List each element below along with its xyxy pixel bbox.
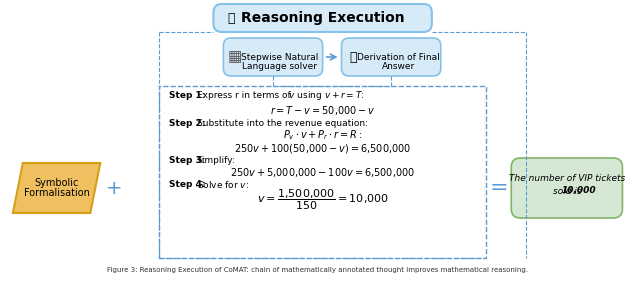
Text: +: + — [106, 179, 122, 197]
Text: $v$: $v$ — [288, 91, 295, 99]
Text: $P_v \cdot v + P_r \cdot r = R:$: $P_v \cdot v + P_r \cdot r = R:$ — [283, 128, 362, 142]
Text: ▦: ▦ — [228, 49, 243, 64]
Text: 🏁: 🏁 — [349, 51, 357, 64]
Text: =: = — [490, 178, 509, 198]
Text: Stepwise Natural: Stepwise Natural — [241, 53, 319, 62]
Text: Derivation of Final: Derivation of Final — [356, 53, 440, 62]
Text: Symbolic: Symbolic — [35, 178, 79, 188]
Text: sold is: sold is — [552, 187, 581, 195]
Text: Express r in terms of: Express r in terms of — [196, 91, 293, 99]
FancyBboxPatch shape — [159, 86, 486, 258]
Text: Figure 3: Reasoning Execution of CoMAT: chain of mathematically annotated though: Figure 3: Reasoning Execution of CoMAT: … — [107, 267, 528, 273]
Text: $r = T - v = 50{,}000 - v$: $r = T - v = 50{,}000 - v$ — [270, 103, 376, 116]
Text: Formalisation: Formalisation — [24, 188, 90, 198]
Text: Step 2:: Step 2: — [169, 118, 205, 128]
Text: 💡: 💡 — [228, 11, 235, 24]
Text: $250v + 100(50{,}000 - v) = 6{,}500{,}000$: $250v + 100(50{,}000 - v) = 6{,}500{,}00… — [234, 141, 412, 154]
Text: Reasoning Execution: Reasoning Execution — [241, 11, 404, 25]
Text: Step 1:: Step 1: — [169, 91, 205, 99]
Text: $250v + 5{,}000{,}000 - 100v = 6{,}500{,}000$: $250v + 5{,}000{,}000 - 100v = 6{,}500{,… — [230, 166, 415, 179]
FancyBboxPatch shape — [213, 4, 432, 32]
Text: Step 4:: Step 4: — [169, 179, 205, 189]
Polygon shape — [13, 163, 100, 213]
Text: 10,000: 10,000 — [561, 187, 596, 195]
Text: $v = \dfrac{1{,}500{,}000}{150} = 10{,}000$: $v = \dfrac{1{,}500{,}000}{150} = 10{,}0… — [257, 188, 388, 212]
Text: Solve for $v$:: Solve for $v$: — [196, 179, 248, 189]
Text: Language solver: Language solver — [243, 62, 317, 70]
FancyBboxPatch shape — [223, 38, 323, 76]
Text: The number of VIP tickets: The number of VIP tickets — [509, 174, 625, 183]
Text: Substitute into the revenue equation:: Substitute into the revenue equation: — [196, 118, 367, 128]
Text: using $v + r = T$:: using $v + r = T$: — [294, 89, 364, 101]
FancyBboxPatch shape — [511, 158, 623, 218]
Text: Simplify:: Simplify: — [196, 156, 236, 164]
FancyBboxPatch shape — [342, 38, 441, 76]
Text: Answer: Answer — [381, 62, 415, 70]
Text: Step 3:: Step 3: — [169, 156, 205, 164]
